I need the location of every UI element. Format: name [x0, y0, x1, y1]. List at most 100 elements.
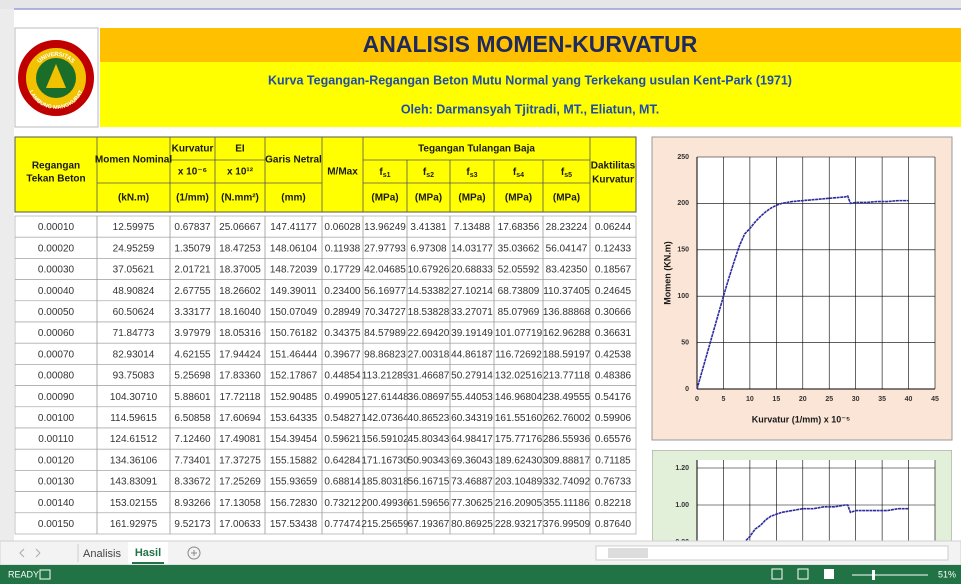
table-cell: 0.00030: [38, 265, 75, 276]
table-cell: 85.07969: [498, 307, 540, 318]
table-cell: 17.25269: [219, 477, 261, 488]
sheet-tab[interactable]: Analisis: [83, 548, 121, 560]
table-cell: 147.41177: [270, 222, 317, 233]
table-cell: 332.74092: [543, 477, 591, 488]
column-header: (MPa): [371, 193, 398, 204]
table-cell: 42.04685: [364, 265, 406, 276]
table-cell: 64.98417: [451, 434, 493, 445]
add-sheet-button[interactable]: [187, 546, 201, 560]
table-cell: 98.86823: [364, 349, 406, 360]
table-cell: 149.39011: [270, 286, 317, 297]
horizontal-scrollbar[interactable]: [595, 545, 949, 561]
table-cell: 2.67755: [174, 286, 211, 297]
x-tick-label: 45: [931, 396, 939, 403]
column-header: (1/mm): [176, 193, 209, 204]
zoom-thumb[interactable]: [872, 570, 875, 580]
table-cell: 0.87640: [595, 519, 632, 530]
plot-area: [697, 460, 935, 541]
table-cell: 0.00050: [38, 307, 75, 318]
table-cell: 17.83360: [219, 371, 261, 382]
table-cell: 17.49081: [219, 434, 261, 445]
column-header-subscript: s4: [516, 172, 524, 179]
table-cell: 33.27071: [451, 307, 493, 318]
column-header-symbol: f: [561, 167, 565, 178]
table-cell: 0.71185: [595, 455, 631, 466]
title-band: [100, 28, 961, 62]
column-header: Daktilitas: [591, 161, 636, 172]
table-cell: 127.61448: [361, 392, 409, 403]
table-cell: 148.06104: [270, 243, 318, 254]
table-cell: 39.19149: [451, 328, 493, 339]
table-cell: 45.80343: [408, 434, 450, 445]
table-cell: 73.46887: [451, 477, 493, 488]
column-header: (N.mm²): [221, 193, 259, 204]
table-cell: 104.30710: [110, 392, 158, 403]
table-cell: 161.55160: [495, 413, 543, 424]
logo-emblem-shape: [46, 64, 66, 88]
table-cell: 50.27914: [451, 371, 493, 382]
x-tick-label: 15: [772, 396, 780, 403]
table-cell: 0.28949: [324, 307, 361, 318]
table-header-bg: [14, 136, 637, 213]
subtitle-band: [100, 62, 961, 127]
table-cell: 132.02516: [495, 371, 543, 382]
active-tab-bg[interactable]: [128, 542, 168, 564]
table-cell: 0.65576: [595, 434, 632, 445]
table-cell: 18.47253: [219, 243, 261, 254]
scrollbar-thumb[interactable]: [608, 548, 648, 558]
table-cell: 162.96288: [543, 328, 591, 339]
table-cell: 0.00140: [38, 498, 75, 509]
table-cell: 152.90485: [270, 392, 318, 403]
table-cell: 77.30625: [451, 498, 493, 509]
table-cell: 0.00090: [38, 392, 75, 403]
column-header-symbol: f: [379, 167, 383, 178]
table-cell: 0.00060: [38, 328, 75, 339]
table-cell: 101.07719: [495, 328, 543, 339]
table-cell: 68.73809: [498, 286, 540, 297]
table-cell: 0.30666: [595, 307, 632, 318]
tab-scroll-arrows[interactable]: [19, 548, 41, 558]
row-header-strip: [0, 9, 14, 541]
table-cell: 2.01721: [174, 265, 211, 276]
zoom-level: 51%: [938, 569, 956, 579]
plot-area: [697, 157, 935, 389]
table-cell: 136.88868: [543, 307, 591, 318]
table-cell: 60.34319: [451, 413, 493, 424]
logo: UNIVERSITAS LAMBUNG MANGKURAT: [18, 40, 94, 116]
column-header-symbol: f: [513, 167, 517, 178]
column-header: Kurvatur: [592, 175, 634, 186]
table-cell: 142.07364: [361, 413, 409, 424]
table-cell: 156.72830: [270, 498, 318, 509]
table-cell: 153.64335: [270, 413, 318, 424]
x-tick-label: 5: [721, 396, 725, 403]
column-header: EI: [235, 144, 245, 155]
table-cell: 50.90343: [408, 455, 450, 466]
table-cell: 216.20905: [495, 498, 543, 509]
column-header: M/Max: [327, 167, 358, 178]
macro-icon[interactable]: [39, 569, 51, 580]
table-cell: 0.00130: [38, 477, 75, 488]
sheet-tab[interactable]: Hasil: [135, 547, 161, 559]
table-cell: 3.41381: [410, 222, 447, 233]
x-tick-label: 25: [825, 396, 833, 403]
x-tick-label: 0: [695, 396, 699, 403]
view-normal[interactable]: [771, 568, 783, 580]
view-page-break[interactable]: [824, 569, 834, 579]
table-cell: 0.54176: [595, 392, 632, 403]
table-cell: 0.59621: [324, 434, 361, 445]
column-header: (kN.m): [118, 193, 149, 204]
table-cell: 355.11186: [544, 498, 590, 509]
table-cell: 0.23400: [324, 286, 361, 297]
table-cell: 0.82218: [595, 498, 632, 509]
table-cell: 152.17867: [270, 371, 318, 382]
table-cell: 156.59102: [361, 434, 409, 445]
y-tick-label: 1.20: [675, 465, 689, 472]
table-cell: 37.05621: [113, 265, 155, 276]
table-cell: 113.21289: [362, 371, 409, 382]
table-cell: 24.95259: [113, 243, 155, 254]
table-cell: 80.86925: [451, 519, 493, 530]
table-cell: 0.49905: [324, 392, 361, 403]
view-layout[interactable]: [797, 568, 809, 580]
table-cell: 56.04147: [546, 243, 588, 254]
charts: 0 50 100 150 200 250 0 5 10 15 20 25 30 35 40 45 Momen (…: [651, 136, 953, 541]
